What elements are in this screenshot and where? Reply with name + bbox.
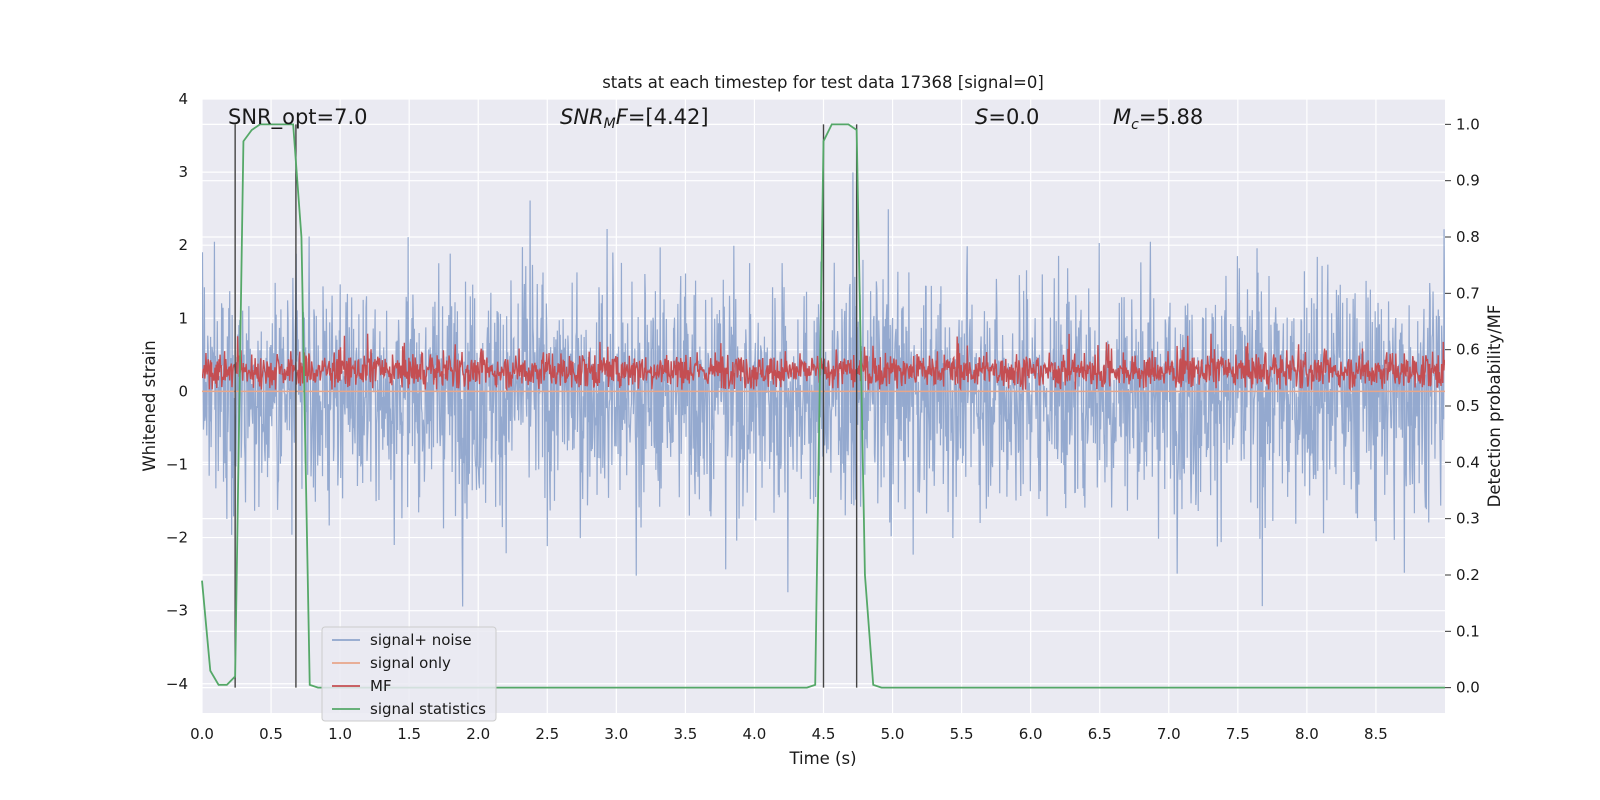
x-tick-label: 6.0 — [1019, 725, 1043, 743]
x-tick-label: 3.5 — [673, 725, 697, 743]
annotation-snr-mf-math: SNR — [560, 105, 604, 129]
x-tick-label: 3.0 — [604, 725, 628, 743]
y-tick-label: −3 — [166, 602, 188, 620]
y-tick-label: 2 — [178, 236, 188, 254]
x-tick-label: 2.5 — [535, 725, 559, 743]
annotation-s-value: =0.0 — [988, 105, 1039, 129]
series-signal-statistics — [201, 123, 1445, 689]
y-tick-label: 0 — [178, 382, 188, 400]
y2-tick-label: 0.8 — [1456, 228, 1480, 246]
x-tick-label: 4.0 — [743, 725, 767, 743]
y-tick-label: −4 — [166, 675, 188, 693]
annotation-mc-value: =5.88 — [1139, 105, 1203, 129]
y2-tick-label: 0.2 — [1456, 566, 1480, 584]
x-tick-label: 1.5 — [397, 725, 421, 743]
annotation-s-math: S — [975, 105, 988, 129]
legend-label-signal-statistics: signal statistics — [370, 700, 486, 718]
y-tick-label: 1 — [178, 309, 188, 327]
x-tick-label: 0.5 — [259, 725, 283, 743]
y2-tick-label: 0.9 — [1456, 172, 1480, 190]
annotation-snr-mf: SNRMF=[4.42] — [560, 105, 709, 132]
legend-label-signal-only: signal only — [370, 654, 451, 672]
annotation-snr-mf-value: =[4.42] — [628, 105, 709, 129]
x-tick-label: 8.0 — [1295, 725, 1319, 743]
legend-box — [321, 626, 497, 722]
x-tick-label: 0.0 — [190, 725, 214, 743]
x-tick-label: 7.5 — [1226, 725, 1250, 743]
y2-tick-label: 0.6 — [1456, 341, 1480, 359]
x-tick-label: 8.5 — [1364, 725, 1388, 743]
x-tick-label: 1.0 — [328, 725, 352, 743]
vertical-lines — [234, 124, 858, 688]
signal-statistics-line — [201, 123, 1445, 689]
y2-tick-label: 0.3 — [1456, 510, 1480, 528]
x-tick-label: 4.5 — [812, 725, 836, 743]
annotation-snr-mf-sub: M — [604, 116, 616, 132]
legend-label-mf: MF — [370, 677, 392, 695]
x-tick-label: 7.0 — [1157, 725, 1181, 743]
annotation-mc-sub: c — [1131, 117, 1139, 133]
annotation-mc-math: M — [1113, 105, 1131, 129]
ticks: 0.0 0.5 1.0 1.5 2.0 2.5 3.0 3.5 4.0 4.5 5.0 5.5 6.0 6… — [166, 90, 1480, 743]
y2-axis-label: Detection probability/MF — [1485, 305, 1504, 508]
annotation-s: S=0.0 — [975, 105, 1039, 129]
x-tick-label: 5.0 — [881, 725, 905, 743]
annotation-snr-opt: SNR_opt=7.0 — [228, 105, 368, 130]
y-tick-label: −2 — [166, 529, 188, 547]
chart-title: stats at each timestep for test data 173… — [602, 73, 1044, 92]
y-tick-label: 3 — [178, 163, 188, 181]
y-axis-label: Whitened strain — [140, 340, 159, 471]
annotation-mc: Mc=5.88 — [1113, 105, 1203, 133]
legend: signal+ noise signal only MF signal stat… — [321, 626, 497, 722]
legend-label-signal-noise: signal+ noise — [370, 631, 472, 649]
y2-tick-label: 0.0 — [1456, 679, 1480, 697]
y-tick-label: 4 — [178, 90, 188, 108]
y-tick-label: −1 — [166, 455, 188, 473]
y2-tick-label: 0.5 — [1456, 397, 1480, 415]
x-tick-label: 2.0 — [466, 725, 490, 743]
x-tick-label: 6.5 — [1088, 725, 1112, 743]
y2-tick-label: 0.7 — [1456, 284, 1480, 302]
x-tick-label: 5.5 — [950, 725, 974, 743]
y2-tick-label: 0.1 — [1456, 622, 1480, 640]
y2-tick-label: 1.0 — [1456, 115, 1480, 133]
annotation-snr-mf-f: F — [616, 105, 629, 129]
x-axis-label: Time (s) — [788, 749, 856, 768]
y2-tick-label: 0.4 — [1456, 453, 1480, 471]
